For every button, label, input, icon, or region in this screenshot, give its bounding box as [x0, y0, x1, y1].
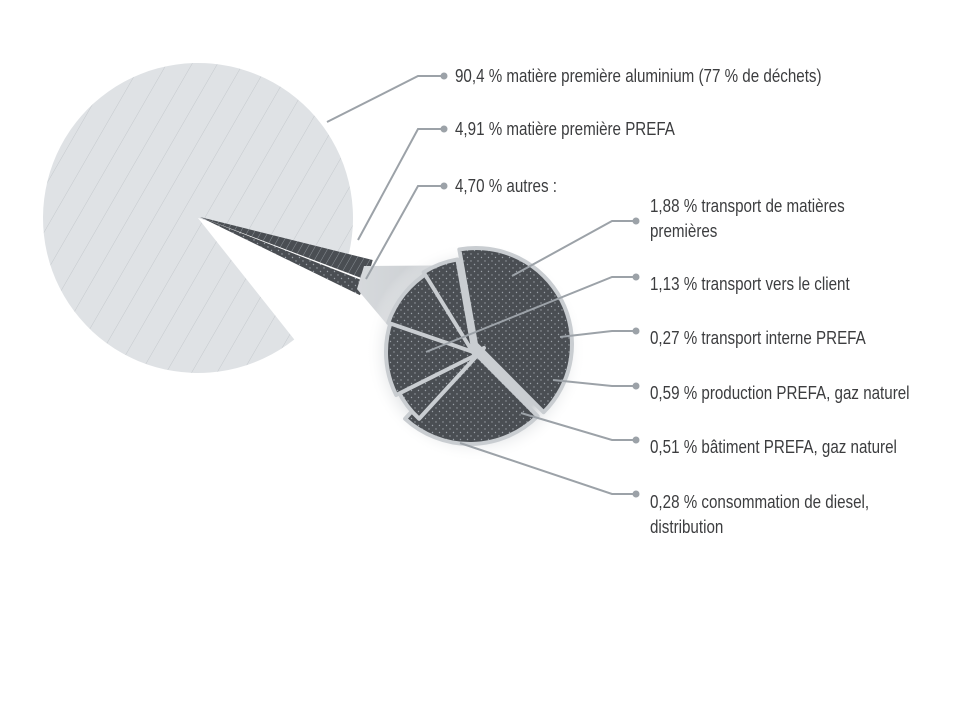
slice-other	[200, 217, 366, 296]
leader-line-d6	[459, 442, 636, 495]
leader-dot-d2	[632, 273, 640, 281]
label-production-gas: 0,59 % production PREFA, gaz naturel	[650, 383, 910, 404]
leader-dot-d3	[632, 327, 640, 335]
breakdown-pie	[384, 246, 574, 446]
slice-aluminium	[43, 62, 354, 373]
slice-transport-client	[403, 346, 540, 446]
leader-dot-d4	[632, 382, 640, 390]
leader-dot-3	[440, 182, 448, 190]
labels: 90,4 % matière première aluminium (77 % …	[455, 66, 910, 538]
leader-lines	[326, 72, 640, 498]
leader-line-d4	[552, 379, 636, 387]
slice-diesel	[421, 257, 476, 356]
main-pie	[43, 62, 373, 373]
label-transport-raw-1: 1,88 % transport de matières	[650, 196, 845, 217]
leader-dot-d6	[632, 490, 640, 498]
leader-dot-d1	[632, 217, 640, 225]
label-diesel-1: 0,28 % consommation de diesel,	[650, 492, 869, 513]
leader-line-d5	[520, 412, 636, 441]
label-transport-internal: 0,27 % transport interne PREFA	[650, 328, 866, 349]
label-aluminium: 90,4 % matière première aluminium (77 % …	[455, 66, 822, 87]
label-diesel-2: distribution	[650, 517, 723, 538]
leader-dot-d5	[632, 436, 640, 444]
label-prefa-raw: 4,91 % matière première PREFA	[455, 119, 676, 140]
leader-line-d2	[425, 276, 636, 353]
leader-line-d3	[559, 330, 636, 338]
label-transport-client: 1,13 % transport vers le client	[650, 274, 850, 295]
leader-dot-2	[440, 125, 448, 133]
slice-transport-raw	[457, 246, 574, 415]
label-other: 4,70 % autres :	[455, 176, 557, 197]
leader-line-1	[326, 75, 444, 123]
slice-prefa-raw	[200, 217, 373, 280]
leader-line-3	[365, 185, 444, 280]
label-transport-raw-2: premières	[650, 221, 717, 242]
leader-line-d1	[511, 220, 636, 277]
leader-dot-1	[440, 72, 448, 80]
label-building-gas: 0,51 % bâtiment PREFA, gaz naturel	[650, 437, 897, 458]
leader-line-2	[357, 128, 444, 241]
